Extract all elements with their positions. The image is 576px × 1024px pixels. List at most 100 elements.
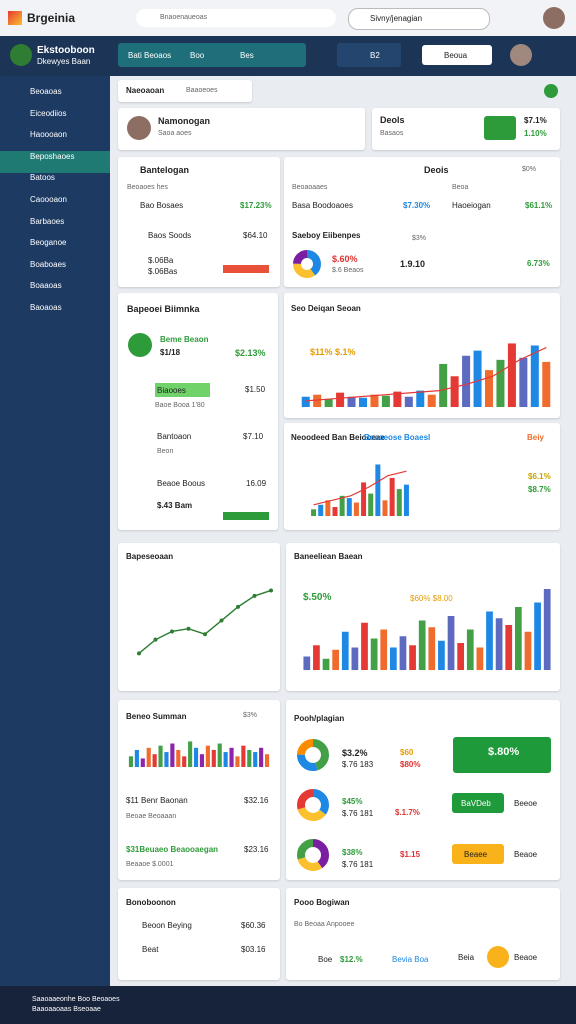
change: 6.73% [527, 259, 550, 268]
tab[interactable]: Bati Beoaos [128, 51, 172, 60]
bar [486, 611, 493, 670]
sidebar-item[interactable]: Boaaoas [30, 281, 62, 291]
point [170, 629, 174, 634]
sidebar-item[interactable]: Barbaoes [30, 216, 65, 226]
stat-label: Deols [380, 115, 405, 125]
header-search[interactable] [422, 45, 492, 65]
sidebar-item[interactable]: Haoooaon [30, 130, 67, 140]
bar-chart [311, 464, 409, 516]
item-sub: Beon [157, 448, 174, 455]
search-btn[interactable] [484, 116, 516, 140]
bar [325, 500, 331, 516]
bar-chart [303, 589, 551, 670]
bar [389, 477, 395, 516]
sidebar-item[interactable]: Beposhaoes [30, 151, 75, 161]
bar [223, 752, 228, 767]
card-title: Bonoboonon [126, 898, 176, 907]
stat-value: $7.1% [524, 116, 547, 125]
sidebar-item[interactable]: Beoaoas [30, 87, 62, 96]
row-value: $60.36 [241, 921, 266, 930]
toolbar-tab[interactable]: Naeoaoan [126, 86, 165, 95]
point [186, 626, 191, 631]
bar [382, 500, 388, 516]
pie-button2[interactable]: Beaoe [514, 850, 538, 859]
bar [368, 493, 374, 516]
bar [259, 747, 264, 767]
pie-b: $.76 181 [342, 809, 374, 818]
pie-c: $1.15 [400, 850, 421, 859]
bar [403, 484, 409, 516]
tab[interactable]: Boo [190, 51, 205, 60]
label: Bevia Boa [392, 955, 429, 964]
search-box[interactable] [348, 8, 490, 30]
caption: Beoaoes hes [127, 184, 168, 191]
donut [297, 839, 329, 871]
pie-a: $38% [342, 848, 363, 857]
sidebar-item[interactable]: Batoos [30, 173, 55, 183]
donut-segment [297, 839, 329, 871]
row-value: $32.16 [244, 796, 269, 805]
bar [380, 629, 388, 670]
toolbar-select[interactable]: Baaoeoes [186, 87, 218, 94]
donut-label: $.6 Beaos [332, 267, 364, 274]
sidebar-item[interactable]: Caoooaon [30, 195, 67, 204]
donut-segment [297, 789, 329, 821]
url-bar[interactable] [136, 9, 336, 27]
row-value: $17.23% [240, 201, 272, 210]
side-value: $6.1% [528, 472, 551, 481]
sidebar-item[interactable]: Boaboaes [30, 259, 67, 269]
pie-b: $.76 183 [342, 760, 374, 769]
bar [428, 627, 436, 670]
select[interactable]: $3% [243, 712, 258, 719]
deals-card [284, 157, 560, 287]
bar [229, 747, 234, 767]
bar [164, 752, 169, 767]
item-name: Beme Beaon [160, 335, 209, 344]
tab[interactable]: Bes [240, 51, 254, 60]
bar [140, 758, 145, 767]
bar [341, 631, 349, 670]
app-logo [10, 44, 32, 66]
user-avatar[interactable] [510, 44, 532, 66]
pie-d: $80% [400, 760, 421, 769]
stat-sub: Basaos [380, 130, 404, 137]
row-sub: Beoae Beoaaan [126, 813, 177, 820]
bar [438, 640, 445, 670]
bar [418, 620, 426, 670]
badge: $0% [522, 166, 537, 173]
pie-button[interactable] [452, 844, 504, 864]
item-value: $2.13% [235, 348, 266, 358]
point [219, 618, 224, 623]
item-value: 16.09 [246, 479, 267, 488]
bar [146, 747, 151, 767]
profile-role: Saoa aoes [158, 130, 192, 137]
bar [396, 489, 402, 516]
bar [351, 647, 359, 670]
sidebar-item[interactable]: Beoganoe [30, 238, 67, 248]
sidebar-item[interactable]: Baoaoas [30, 303, 62, 312]
action-btn[interactable] [337, 43, 401, 67]
pie-button[interactable] [452, 793, 504, 813]
row-name: $31Beuaeo Beaooaegan [126, 845, 219, 854]
pie-c: $.1.7% [395, 808, 420, 817]
pie-button2[interactable]: Beeoe [514, 799, 538, 808]
button[interactable]: Beia [458, 953, 475, 962]
bar [370, 394, 379, 407]
button[interactable]: Beaoe [514, 953, 538, 962]
bar [375, 464, 381, 516]
item-name: Beaoe Boous [157, 479, 206, 488]
donut-segment [297, 789, 329, 821]
select[interactable]: $3% [412, 235, 427, 242]
bar [447, 616, 455, 670]
subtitle: Saeboy Eiibenpes [292, 231, 361, 240]
bar [496, 359, 505, 407]
sidebar-item[interactable]: Eiceodiios [30, 108, 67, 118]
bar [358, 397, 368, 407]
avatar[interactable] [543, 7, 565, 29]
bar [466, 629, 474, 670]
pie-button[interactable] [453, 737, 551, 773]
item-sub: $.43 Bam [157, 501, 193, 510]
item-sub: $1/18 [160, 348, 181, 357]
summary2-card [118, 700, 280, 880]
donut [297, 789, 329, 821]
